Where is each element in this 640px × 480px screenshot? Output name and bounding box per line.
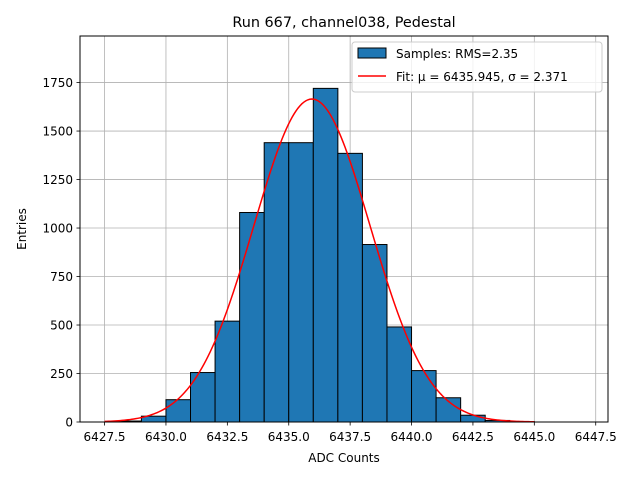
y-tick-label: 1000 (42, 222, 73, 236)
legend: Samples: RMS=2.35 Fit: μ = 6435.945, σ =… (351, 41, 603, 93)
x-tick-label: 6437.5 (329, 430, 371, 444)
x-tick-label: 6427.5 (84, 430, 126, 444)
histogram-bar (337, 152, 363, 423)
y-tick-label: 1250 (42, 173, 73, 187)
histogram-bar (386, 326, 413, 423)
histogram-bar (214, 320, 241, 423)
histogram-bar (288, 142, 314, 423)
plot-frame (79, 35, 609, 423)
chart-title: Run 667, channel038, Pedestal (232, 15, 455, 31)
x-axis: 6427.5 6430.0 6432.5 6435.0 6437.5 6440.0 6442… (84, 422, 617, 444)
x-tick-label: 6432.5 (206, 430, 248, 444)
histogram-bar (312, 87, 339, 423)
histogram-bar (263, 142, 290, 423)
y-tick-label: 0 (65, 416, 73, 430)
histogram-bar (460, 414, 486, 423)
y-tick-label: 500 (50, 319, 73, 333)
y-axis-title: Entries (15, 208, 29, 250)
histogram-bar (239, 212, 265, 423)
legend-label-fit: Fit: μ = 6435.945, σ = 2.371 (396, 70, 568, 84)
legend-label-samples: Samples: RMS=2.35 (396, 47, 518, 61)
x-tick-label: 6435.0 (268, 430, 310, 444)
y-tick-label: 1750 (42, 76, 73, 90)
x-tick-label: 6445.0 (513, 430, 555, 444)
y-tick-label: 750 (50, 270, 73, 284)
y-tick-label: 250 (50, 367, 73, 381)
x-axis-title: ADC Counts (308, 451, 380, 465)
legend-swatch-samples (357, 47, 387, 59)
histogram-bar (411, 370, 437, 423)
histogram-bar (165, 399, 192, 423)
x-tick-label: 6447.5 (575, 430, 617, 444)
y-tick-label: 1500 (42, 125, 73, 139)
x-tick-label: 6440.0 (391, 430, 433, 444)
x-tick-label: 6442.5 (452, 430, 494, 444)
histogram-bars (116, 87, 535, 423)
x-tick-label: 6430.0 (145, 430, 187, 444)
gaussian-fit-curve (104, 98, 535, 423)
legend-box (351, 41, 603, 93)
y-axis: 0 250 500 750 1000 1250 1500 1750 (42, 76, 80, 430)
